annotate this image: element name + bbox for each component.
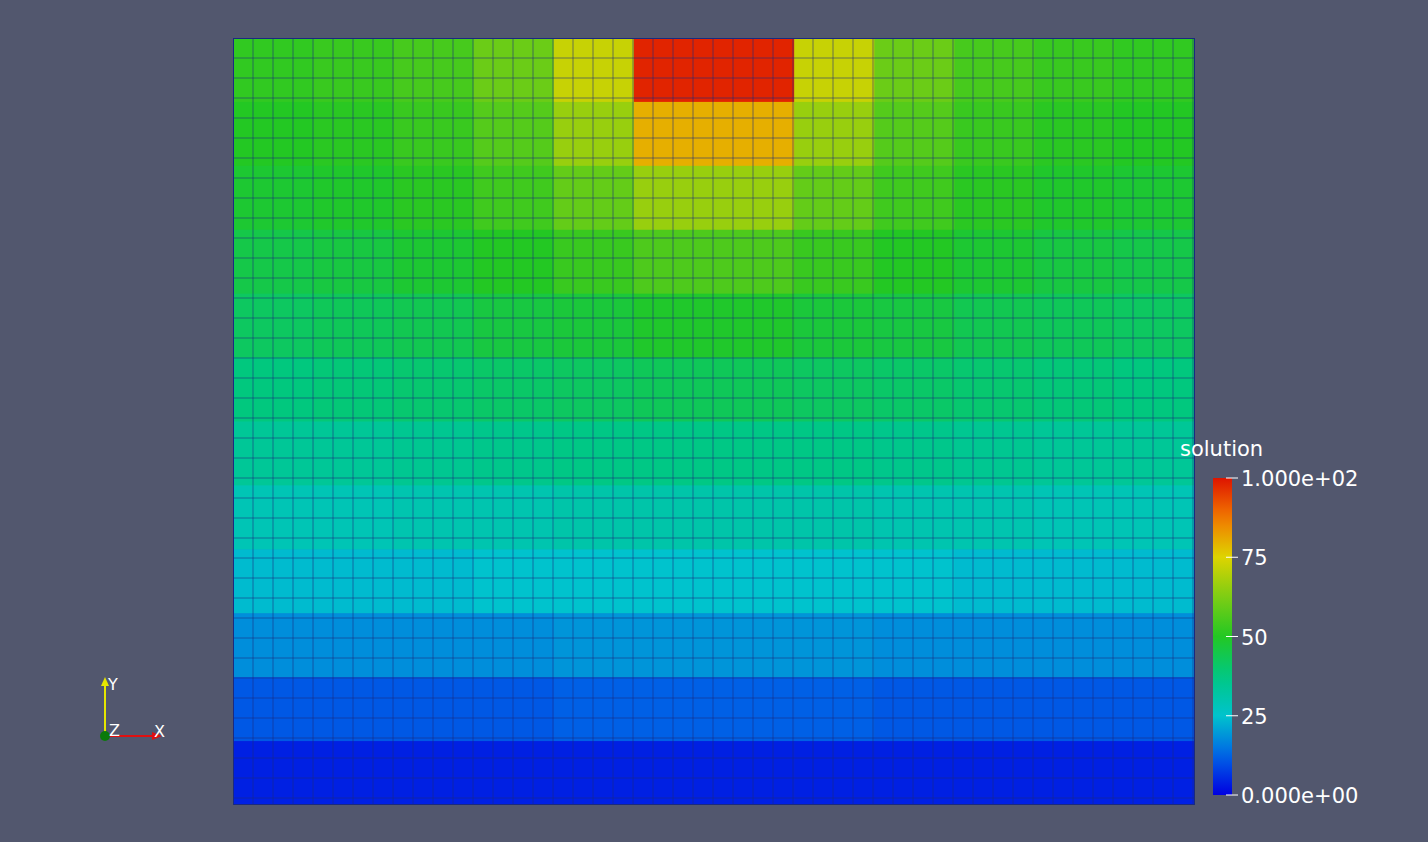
svg-text:25: 25 [1241,705,1268,729]
svg-text:X: X [154,722,165,741]
svg-text:Y: Y [107,675,118,694]
svg-text:0.000e+00: 0.000e+00 [1241,784,1358,808]
svg-text:1.000e+02: 1.000e+02 [1241,467,1358,491]
svg-text:Z: Z [109,721,120,740]
svg-text:50: 50 [1241,626,1268,650]
svg-text:75: 75 [1241,546,1268,570]
svg-text:solution: solution [1180,437,1263,461]
